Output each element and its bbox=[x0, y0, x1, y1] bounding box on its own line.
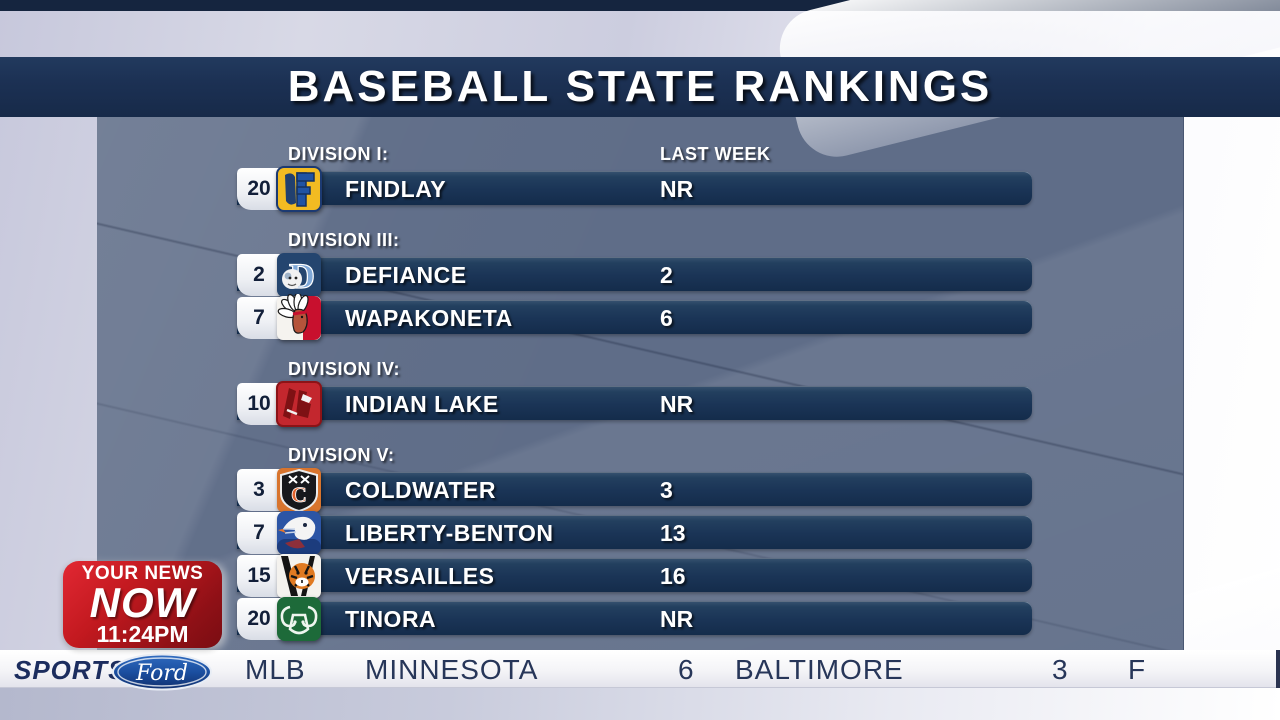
bug-line1: YOUR NEWS bbox=[81, 562, 204, 584]
sports-ticker: SPORTS Ford MLB MINNESOTA 6 BALTIMORE 3 … bbox=[0, 650, 1280, 691]
rank-badge: 20 bbox=[237, 168, 281, 210]
liberty-benton-eagles-logo-icon bbox=[275, 509, 323, 557]
coldwater-cavaliers-logo-icon: C bbox=[275, 466, 323, 514]
last-week-value: 16 bbox=[660, 562, 686, 589]
tinora-rams-logo-icon bbox=[275, 595, 323, 643]
rankings-panel: DIVISION I: LAST WEEK DIVISION III: DIVI… bbox=[97, 117, 1184, 650]
ticker-home-team: BALTIMORE bbox=[735, 654, 904, 685]
ranking-row: 15 VERSAILLES 16 bbox=[237, 554, 1032, 598]
ranking-row: 20 FINDLAY NR bbox=[237, 166, 1032, 212]
team-name: FINDLAY bbox=[345, 175, 447, 202]
ticker-home-score: 3 bbox=[1052, 654, 1069, 685]
svg-text:C: C bbox=[291, 482, 307, 507]
last-week-value: 3 bbox=[660, 476, 673, 503]
last-week-value: 13 bbox=[660, 519, 686, 546]
rank-badge: 20 bbox=[237, 598, 281, 640]
last-week-value: NR bbox=[660, 175, 694, 202]
page-title: BASEBALL STATE RANKINGS bbox=[287, 62, 993, 111]
team-name: COLDWATER bbox=[345, 476, 497, 503]
wapakoneta-redskins-logo-icon bbox=[275, 294, 323, 342]
ticker-away-team: MINNESOTA bbox=[365, 654, 539, 685]
division-i-label: DIVISION I: bbox=[288, 144, 389, 164]
team-name: DEFIANCE bbox=[345, 261, 467, 288]
findlay-trojans-logo-icon bbox=[275, 165, 323, 213]
rank-badge: 7 bbox=[237, 512, 281, 554]
team-name: WAPAKONETA bbox=[345, 304, 513, 331]
ranking-row: 3 C COLDWATER 3 bbox=[237, 468, 1032, 513]
last-week-value: 2 bbox=[660, 261, 673, 288]
ticker-league: MLB bbox=[245, 654, 306, 685]
division-v-label: DIVISION V: bbox=[288, 445, 395, 465]
division-iii-label: DIVISION III: bbox=[288, 230, 400, 250]
top-accent-bar bbox=[0, 0, 1280, 11]
rank-badge: 3 bbox=[237, 469, 281, 511]
lower-background-strip bbox=[0, 688, 1280, 720]
bug-time: 11:24PM bbox=[96, 620, 189, 647]
ranking-row: 2 D DEFIANCE 2 bbox=[237, 253, 1032, 297]
last-week-value: 6 bbox=[660, 304, 673, 331]
rank-badge: 2 bbox=[237, 254, 281, 296]
ticker-section-label: SPORTS bbox=[14, 654, 127, 685]
station-bug: YOUR NEWS NOW 11:24PM bbox=[63, 561, 222, 648]
rank-badge: 15 bbox=[237, 555, 281, 597]
ticker-away-score: 6 bbox=[678, 654, 695, 685]
indian-lake-lakers-logo-icon bbox=[275, 380, 323, 428]
last-week-column-header: LAST WEEK bbox=[660, 144, 771, 164]
team-name: LIBERTY-BENTON bbox=[345, 519, 554, 546]
versailles-tigers-logo-icon bbox=[275, 552, 323, 600]
ranking-row: 20 TINORA NR bbox=[237, 597, 1032, 641]
last-week-value: NR bbox=[660, 390, 694, 417]
ranking-row: 10 INDIAN LAKE NR bbox=[237, 381, 1032, 427]
team-name: TINORA bbox=[345, 605, 437, 632]
screen-edge-artifact bbox=[1276, 650, 1280, 688]
ranking-row: 7 WAPAKONETA 6 bbox=[237, 294, 1032, 340]
rank-badge: 10 bbox=[237, 383, 281, 425]
ticker-game-status: F bbox=[1128, 654, 1147, 685]
team-name: INDIAN LAKE bbox=[345, 390, 499, 417]
division-iv-label: DIVISION IV: bbox=[288, 359, 401, 379]
ford-logo-icon: Ford bbox=[110, 653, 214, 691]
title-bar: BASEBALL STATE RANKINGS bbox=[0, 57, 1280, 117]
last-week-value: NR bbox=[660, 605, 694, 632]
ranking-row: 7 LIBERTY-BENTON 13 bbox=[237, 511, 1032, 555]
bug-line2: NOW bbox=[89, 578, 196, 626]
team-name: VERSAILLES bbox=[345, 562, 495, 589]
defiance-bulldogs-logo-icon: D bbox=[275, 251, 323, 299]
ford-logo-text: Ford bbox=[135, 661, 188, 686]
rank-badge: 7 bbox=[237, 297, 281, 339]
